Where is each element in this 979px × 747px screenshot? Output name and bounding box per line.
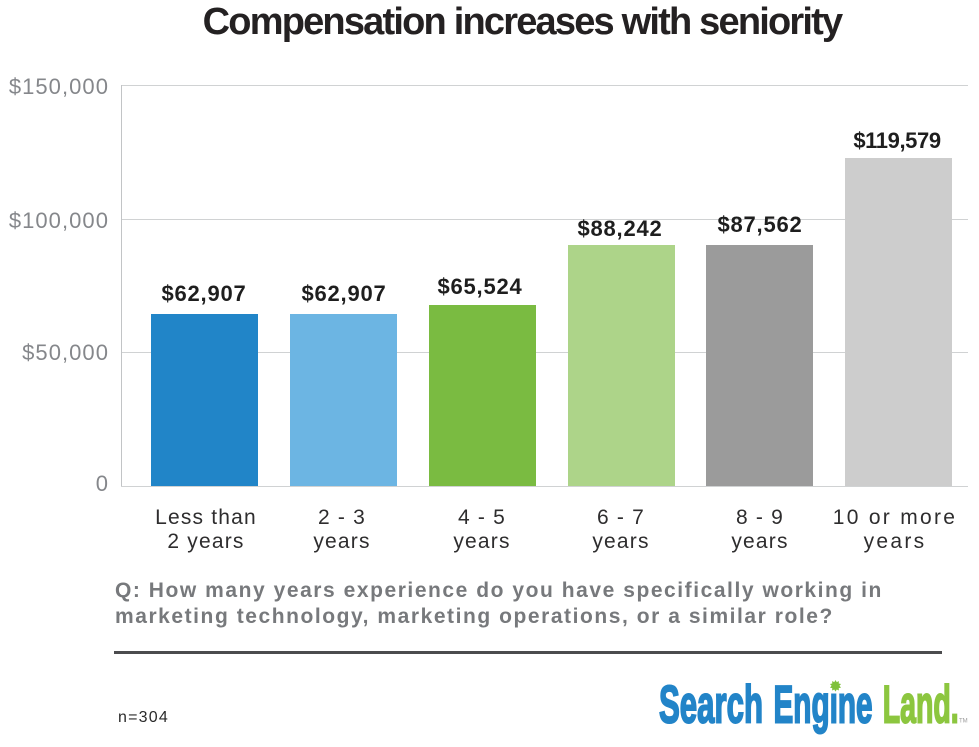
svg-text:Engıne: Engıne [774,676,873,735]
svg-text:TM: TM [959,719,968,725]
svg-text:Land.: Land. [883,676,959,735]
svg-text:Search: Search [659,676,763,735]
